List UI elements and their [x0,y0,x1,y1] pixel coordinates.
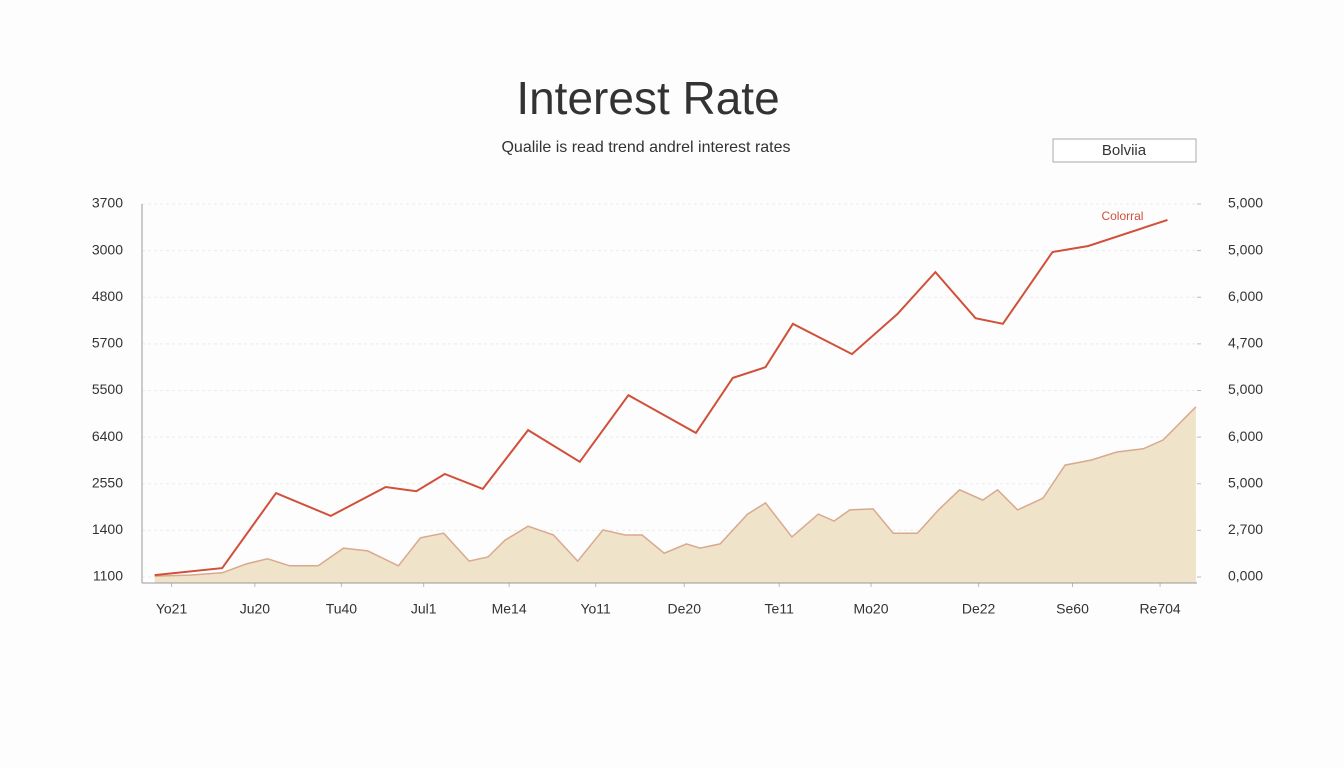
x-tick-label: De20 [668,601,702,617]
x-tick-label: Mo20 [853,601,888,617]
x-tick-label: Re704 [1139,601,1180,617]
y-tick-label: 4800 [92,288,123,304]
y-tick-label: 3000 [92,241,123,257]
y-tick-label: 5700 [92,335,123,351]
y2-tick-label: 5,000 [1228,241,1263,257]
y2-tick-label: 6,000 [1228,288,1263,304]
x-tick-label: Ju20 [240,601,271,617]
y-tick-label: 3700 [92,195,123,211]
y-tick-label: 6400 [92,428,123,444]
y2-tick-label: 5,000 [1228,381,1263,397]
legend-label: Bolviia [1102,142,1147,159]
y2-tick-label: 5,000 [1228,195,1263,211]
x-tick-label: Tu40 [326,601,358,617]
x-tick-label: Yo11 [580,601,611,617]
x-tick-label: Jul1 [411,601,437,617]
chart-title: Interest Rate [516,72,779,124]
x-tick-label: Me14 [492,601,527,617]
chart-subtitle: Qualile is read trend andrel interest ra… [501,139,790,156]
x-tick-label: De22 [962,601,996,617]
area-line [154,406,1197,577]
y2-tick-label: 6,000 [1228,428,1263,444]
area-fill [154,406,1196,583]
x-tick-label: Te11 [765,601,795,617]
y-tick-label: 1400 [92,521,123,537]
y-tick-label: 5500 [92,381,123,397]
x-tick-label: Yo21 [156,601,188,617]
line [154,218,1168,577]
line-label: Colorral [1101,209,1143,223]
legend-box [1052,138,1197,163]
y2-tick-label: 0,000 [1228,568,1263,584]
y2-tick-label: 4,700 [1228,335,1263,351]
y-tick-label: 2550 [92,474,123,490]
x-tick-label: Se60 [1056,601,1089,617]
y2-tick-label: 5,000 [1228,474,1263,490]
y-tick-label: 1100 [93,568,123,584]
y2-tick-label: 2,700 [1228,521,1263,537]
